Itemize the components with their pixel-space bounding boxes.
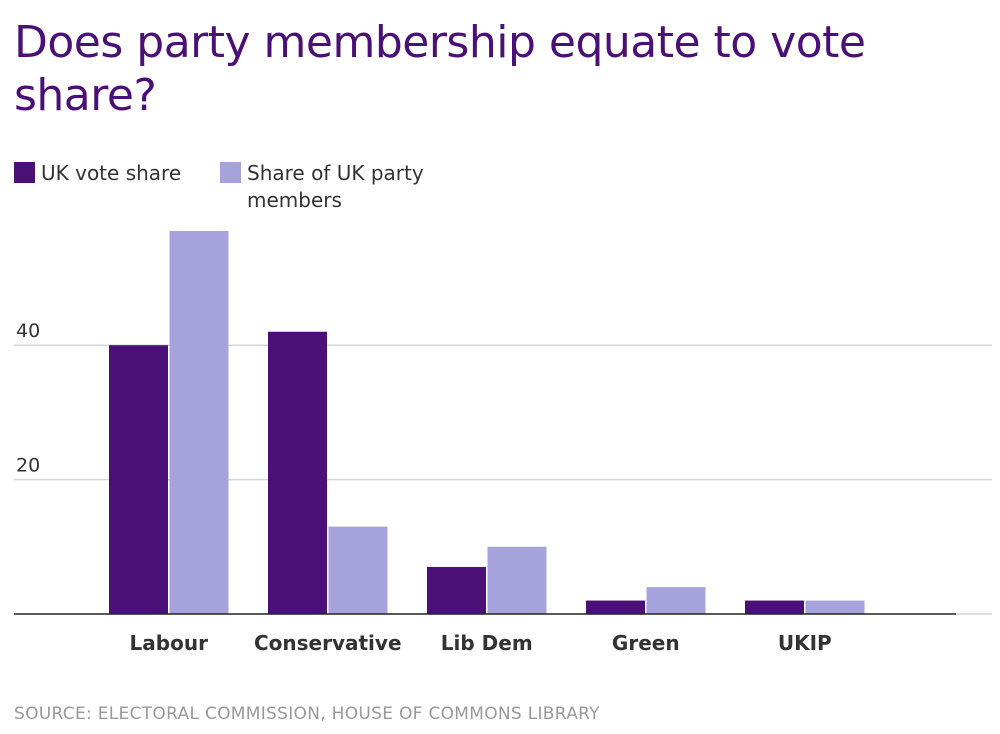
legend-item-vote-share: UK vote share [14, 160, 181, 187]
x-tick-label: Labour [130, 631, 209, 655]
y-tick-label: 40 [16, 320, 40, 342]
bar-green-party-members [646, 587, 706, 614]
legend-swatch [14, 162, 35, 183]
bar-labour-party-members [169, 230, 229, 614]
bar-ukip-vote-share [745, 600, 804, 614]
bar-labour-vote-share [109, 345, 168, 614]
bar-conservative-vote-share [268, 331, 327, 614]
bar-ukip-party-members [805, 600, 865, 614]
source-note: SOURCE: ELECTORAL COMMISSION, HOUSE OF C… [14, 704, 600, 724]
x-tick-label: Conservative [254, 631, 402, 655]
bar-green-vote-share [586, 600, 645, 614]
bar-conservative-party-members [328, 526, 388, 614]
legend-label: Share of UK party members [247, 161, 424, 212]
x-tick-label: UKIP [778, 631, 832, 655]
legend-label: UK vote share [41, 161, 182, 185]
bar-lib-dem-party-members [487, 546, 547, 614]
bar-lib-dem-vote-share [427, 566, 486, 614]
legend-swatch [220, 162, 241, 183]
x-tick-label: Lib Dem [441, 631, 533, 655]
legend-item-party-members: Share of UK party members [220, 160, 487, 214]
chart-title: Does party membership equate to vote sha… [14, 17, 866, 121]
x-tick-label: Green [612, 631, 680, 655]
y-tick-label: 20 [16, 455, 40, 477]
